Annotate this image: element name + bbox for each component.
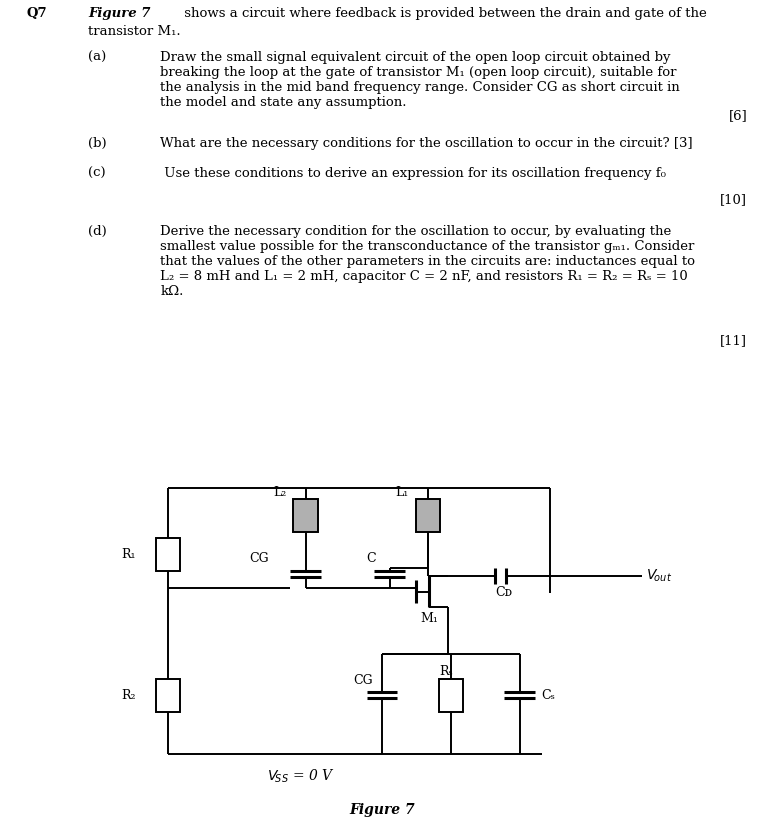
Text: (c): (c) — [88, 167, 105, 180]
Text: Q7: Q7 — [27, 7, 47, 20]
Text: L₁: L₁ — [396, 486, 409, 499]
Text: Figure 7: Figure 7 — [88, 7, 151, 20]
Bar — [439, 679, 463, 711]
Text: Use these conditions to derive an expression for its oscillation frequency f₀: Use these conditions to derive an expres… — [160, 167, 666, 180]
Text: (b): (b) — [88, 137, 106, 151]
Text: Cᴅ: Cᴅ — [496, 586, 513, 599]
Text: transistor M₁.: transistor M₁. — [88, 25, 180, 38]
Text: shows a circuit where feedback is provided between the drain and gate of the: shows a circuit where feedback is provid… — [180, 7, 706, 20]
Text: Figure 7: Figure 7 — [349, 804, 415, 818]
Bar — [293, 498, 318, 532]
Bar — [416, 498, 440, 532]
Text: [10]: [10] — [720, 193, 747, 206]
Text: [6]: [6] — [728, 109, 747, 122]
Text: [11]: [11] — [720, 334, 747, 347]
Text: CG: CG — [249, 552, 269, 565]
Text: M₁: M₁ — [420, 612, 438, 625]
Text: L₂: L₂ — [274, 486, 286, 499]
Text: What are the necessary conditions for the oscillation to occur in the circuit? [: What are the necessary conditions for th… — [160, 137, 693, 151]
Text: (a): (a) — [88, 52, 106, 64]
Text: (d): (d) — [88, 225, 107, 238]
Text: $V_{\!\mathit{out}}$: $V_{\!\mathit{out}}$ — [646, 567, 672, 584]
Text: Cₛ: Cₛ — [541, 689, 555, 701]
Text: Rₛ: Rₛ — [439, 665, 453, 678]
Bar — [156, 679, 180, 711]
Text: Derive the necessary condition for the oscillation to occur, by evaluating the
s: Derive the necessary condition for the o… — [160, 225, 695, 298]
Text: R₂: R₂ — [121, 689, 136, 701]
Text: R₁: R₁ — [121, 547, 136, 561]
Text: C: C — [366, 552, 376, 565]
Text: CG: CG — [353, 674, 373, 686]
Text: $V_{\!\mathit{SS}}$ = 0 V: $V_{\!\mathit{SS}}$ = 0 V — [267, 767, 335, 785]
Bar — [156, 537, 180, 571]
Text: Draw the small signal equivalent circuit of the open loop circuit obtained by
br: Draw the small signal equivalent circuit… — [160, 52, 680, 109]
